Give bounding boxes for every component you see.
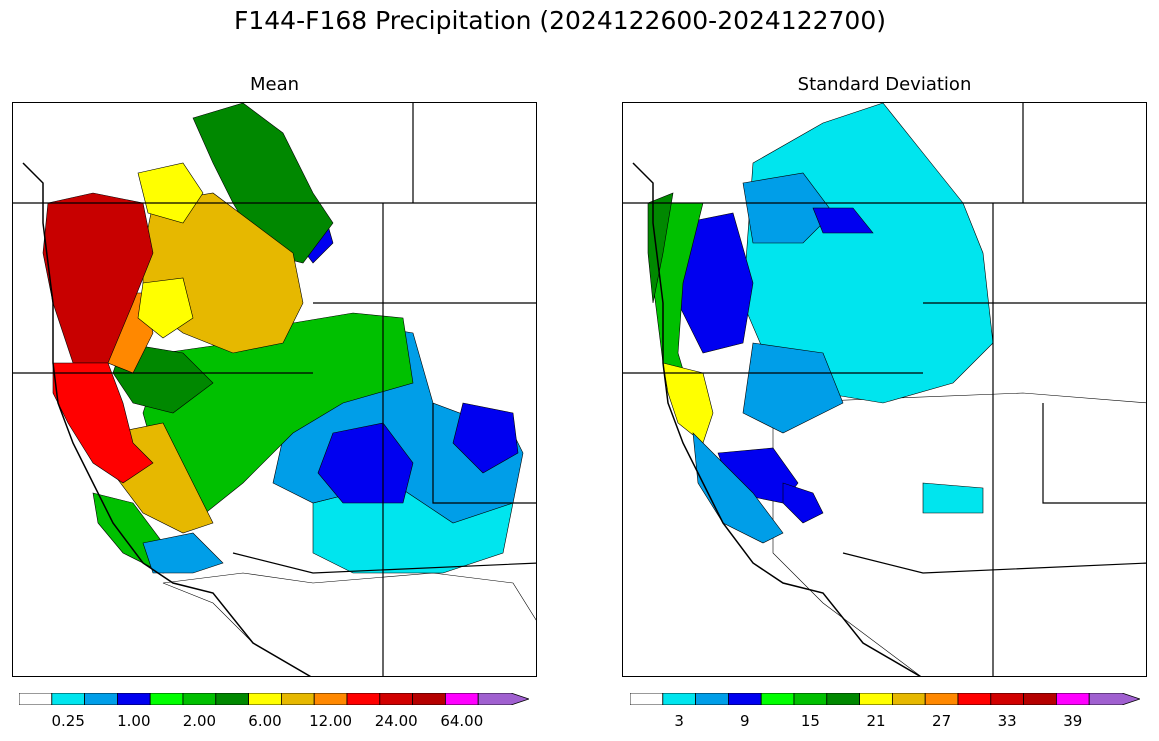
colorbar-segment (760, 692, 795, 706)
colorbar-tick-label: 33 (997, 712, 1017, 730)
mean-colorbar (18, 690, 531, 706)
colorbar-segment (280, 692, 315, 706)
colorbar-segment (84, 692, 118, 706)
colorbar-segment (248, 692, 282, 706)
colorbar-segment (379, 692, 413, 706)
mean-panel-title: Mean (249, 74, 300, 95)
stddev-panel-title: Standard Deviation (797, 74, 972, 95)
mean-region-coast-north (42, 192, 154, 364)
stddev-colorbar (629, 690, 1142, 706)
colorbar-tick-label: 1.00 (117, 712, 151, 730)
colorbar-segment (117, 692, 151, 706)
colorbar-segment (51, 692, 85, 706)
main-title: F144-F168 Precipitation (2024122600-2024… (233, 6, 886, 35)
mean-region-interior-darkgreen (192, 103, 334, 264)
colorbar-segment (1055, 692, 1090, 706)
colorbar-segment (477, 692, 531, 706)
mean-region-interior-yellow-2 (137, 277, 194, 339)
std-region-interior-darkblue-3 (812, 207, 874, 234)
colorbar-segment (728, 692, 762, 706)
std-region-southern-blue (692, 432, 784, 544)
std-region-coast-north (647, 192, 674, 304)
colorbar-segment (18, 692, 53, 706)
colorbar-tick-label: 3 (674, 712, 684, 730)
colorbar-tick-label: 9 (740, 712, 750, 730)
colorbar-segment (957, 692, 992, 706)
stddev-map (622, 102, 1147, 677)
colorbar-tick-label: 21 (866, 712, 886, 730)
std-region-coast-south (662, 362, 714, 444)
stddev-colorbar-labels: 3 9 15 21 27 33 39 (630, 712, 1140, 730)
std-region-south-white (772, 392, 1146, 676)
std-region-interior-cyan-2 (922, 482, 984, 514)
colorbar-segment (891, 692, 926, 706)
colorbar-segment (346, 692, 381, 706)
mean-map (12, 102, 537, 677)
std-region-sierra (782, 482, 824, 524)
colorbar-segment (313, 692, 348, 706)
colorbar-tick-label: 15 (800, 712, 820, 730)
mean-region-rockies-darkblue-2 (452, 402, 519, 474)
colorbar-segment (1023, 692, 1057, 706)
std-region-interior-north (742, 172, 834, 244)
colorbar-segment (826, 692, 861, 706)
colorbar-segment (629, 692, 664, 706)
mean-region-interior-yellow (137, 162, 204, 224)
colorbar-segment (662, 692, 696, 706)
mean-colorbar-labels: 0.25 1.00 2.00 6.00 12.00 24.00 64.00 (19, 712, 529, 730)
colorbar-tick-label: 6.00 (248, 712, 282, 730)
colorbar-segment (990, 692, 1024, 706)
colorbar-segment (149, 692, 184, 706)
mean-coastline (22, 162, 312, 676)
std-coastline (632, 162, 922, 676)
colorbar-segment (793, 692, 828, 706)
mean-state-borders (13, 103, 536, 676)
colorbar-segment (859, 692, 893, 706)
mean-region-south-white (162, 572, 536, 676)
colorbar-segment (412, 692, 446, 706)
colorbar-segment (924, 692, 959, 706)
colorbar-segment (444, 692, 479, 706)
colorbar-segment (182, 692, 217, 706)
colorbar-tick-label: 27 (932, 712, 952, 730)
colorbar-segment (215, 692, 250, 706)
colorbar-tick-label: 0.25 (51, 712, 85, 730)
colorbar-tick-label: 39 (1063, 712, 1083, 730)
colorbar-tick-label: 64.00 (440, 712, 484, 730)
colorbar-segment (1088, 692, 1142, 706)
colorbar-tick-label: 12.00 (309, 712, 353, 730)
colorbar-tick-label: 2.00 (182, 712, 217, 730)
std-state-borders (623, 103, 1146, 676)
colorbar-segment (695, 692, 729, 706)
colorbar-tick-label: 24.00 (374, 712, 418, 730)
std-region-interior-north-2 (742, 342, 844, 434)
